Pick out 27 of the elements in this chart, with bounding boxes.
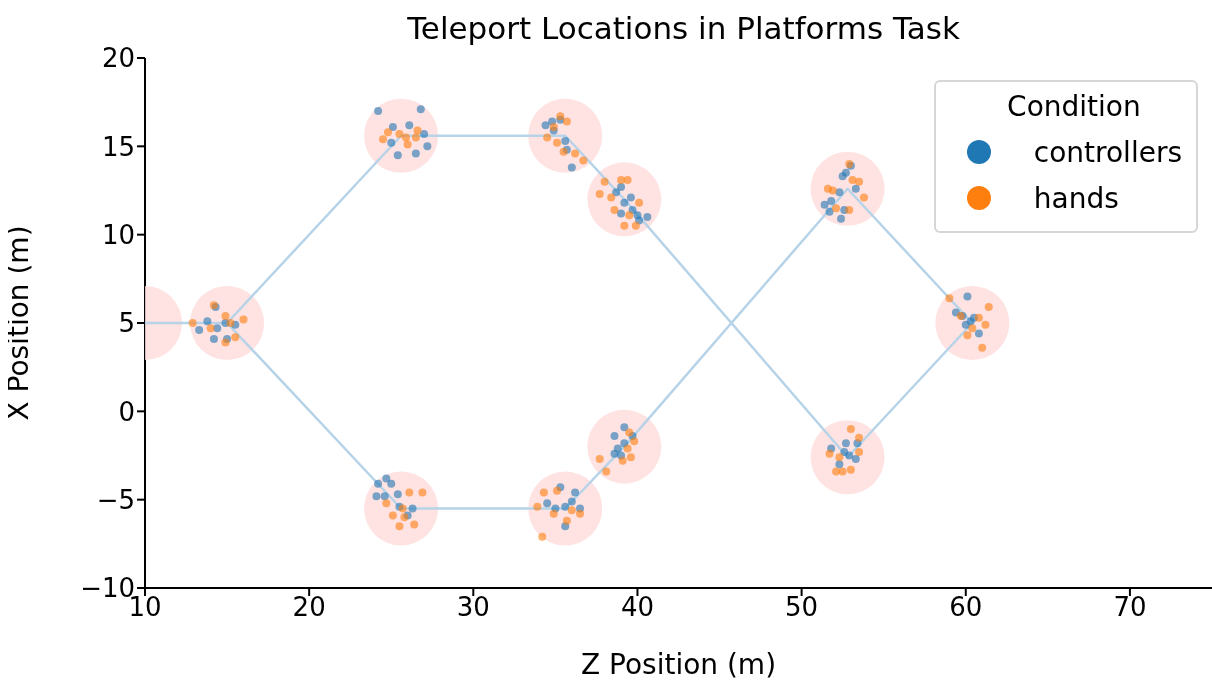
x-tick-label: 70 xyxy=(1113,592,1147,623)
legend-label: hands xyxy=(1033,181,1119,215)
point xyxy=(528,471,603,546)
y-tick-label: −5 xyxy=(96,484,135,515)
point xyxy=(587,409,662,484)
legend-label: controllers xyxy=(1033,135,1182,169)
point xyxy=(935,286,1010,360)
point xyxy=(364,471,439,546)
point xyxy=(810,151,885,226)
chart-title: Teleport Locations in Platforms Task xyxy=(406,10,961,46)
point xyxy=(587,162,662,237)
x-tick-label: 40 xyxy=(620,592,655,623)
point xyxy=(190,286,265,360)
y-tick-label: 5 xyxy=(118,308,135,339)
y-tick-label: 0 xyxy=(118,396,135,427)
x-tick-label: 20 xyxy=(292,592,326,623)
y-tick-label: 10 xyxy=(101,219,135,250)
x-axis-title: Z Position (m) xyxy=(580,648,777,681)
y-tick-label: 20 xyxy=(101,43,135,74)
point xyxy=(528,98,603,173)
x-tick-label: 50 xyxy=(785,592,819,623)
legend-title: Condition xyxy=(1006,90,1142,123)
y-tick-label: 15 xyxy=(101,131,135,162)
x-tick-label: 60 xyxy=(949,592,983,623)
x-tick-label: 30 xyxy=(456,592,490,623)
point xyxy=(810,420,885,495)
point xyxy=(364,98,439,173)
